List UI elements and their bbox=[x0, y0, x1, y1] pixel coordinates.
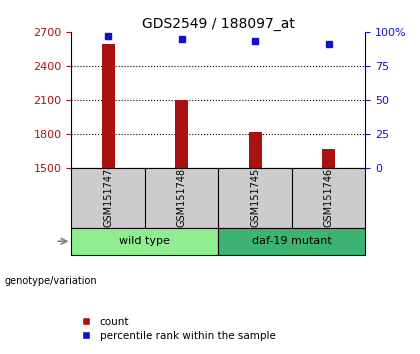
Bar bbox=[71, 228, 218, 255]
Bar bbox=[175, 100, 188, 168]
Bar bbox=[218, 228, 365, 255]
Bar bbox=[102, 44, 115, 168]
Text: genotype/variation: genotype/variation bbox=[4, 276, 97, 286]
Text: GSM151747: GSM151747 bbox=[103, 168, 113, 227]
Text: GSM151748: GSM151748 bbox=[177, 168, 186, 227]
Title: GDS2549 / 188097_at: GDS2549 / 188097_at bbox=[142, 17, 295, 31]
Text: GSM151746: GSM151746 bbox=[324, 168, 333, 227]
Text: daf-19 mutant: daf-19 mutant bbox=[252, 236, 332, 246]
Bar bbox=[249, 132, 262, 168]
Text: wild type: wild type bbox=[119, 236, 171, 246]
Legend: count, percentile rank within the sample: count, percentile rank within the sample bbox=[76, 313, 280, 345]
Text: GSM151745: GSM151745 bbox=[250, 168, 260, 227]
Bar bbox=[322, 149, 335, 168]
